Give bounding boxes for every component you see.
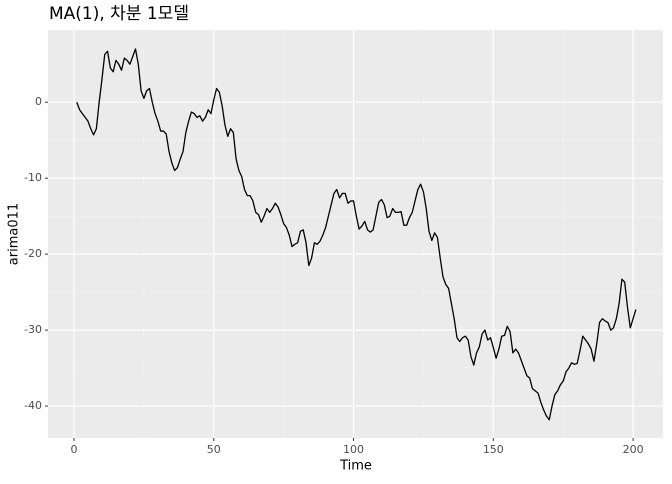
y-tick-label: -40 [24, 399, 42, 412]
x-tick-label: 150 [483, 443, 504, 456]
data-line [76, 48, 637, 421]
y-tick-label: -10 [24, 171, 42, 184]
x-tick-label: 50 [207, 443, 221, 456]
x-tick-label: 100 [343, 443, 364, 456]
y-axis-label: arima011 [7, 203, 22, 265]
x-tick-label: 200 [623, 443, 644, 456]
y-tick-label: -20 [24, 247, 42, 260]
y-tick-label: -30 [24, 323, 42, 336]
y-tick-label: 0 [35, 95, 42, 108]
x-tick-label: 0 [70, 443, 77, 456]
x-axis-label: Time [339, 459, 372, 474]
plot-panel [48, 30, 663, 438]
chart-title: MA(1), 차분 1모델 [49, 4, 189, 24]
